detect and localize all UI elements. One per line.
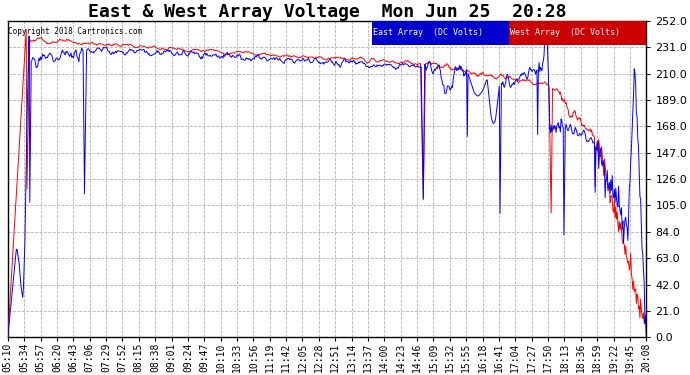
- Text: West Array  (DC Volts): West Array (DC Volts): [511, 28, 620, 38]
- Text: East Array  (DC Volts): East Array (DC Volts): [373, 28, 483, 38]
- FancyBboxPatch shape: [372, 21, 509, 45]
- Text: Copyright 2018 Cartronics.com: Copyright 2018 Cartronics.com: [8, 27, 143, 36]
- Title: East & West Array Voltage  Mon Jun 25  20:28: East & West Array Voltage Mon Jun 25 20:…: [88, 3, 566, 21]
- FancyBboxPatch shape: [509, 21, 647, 45]
